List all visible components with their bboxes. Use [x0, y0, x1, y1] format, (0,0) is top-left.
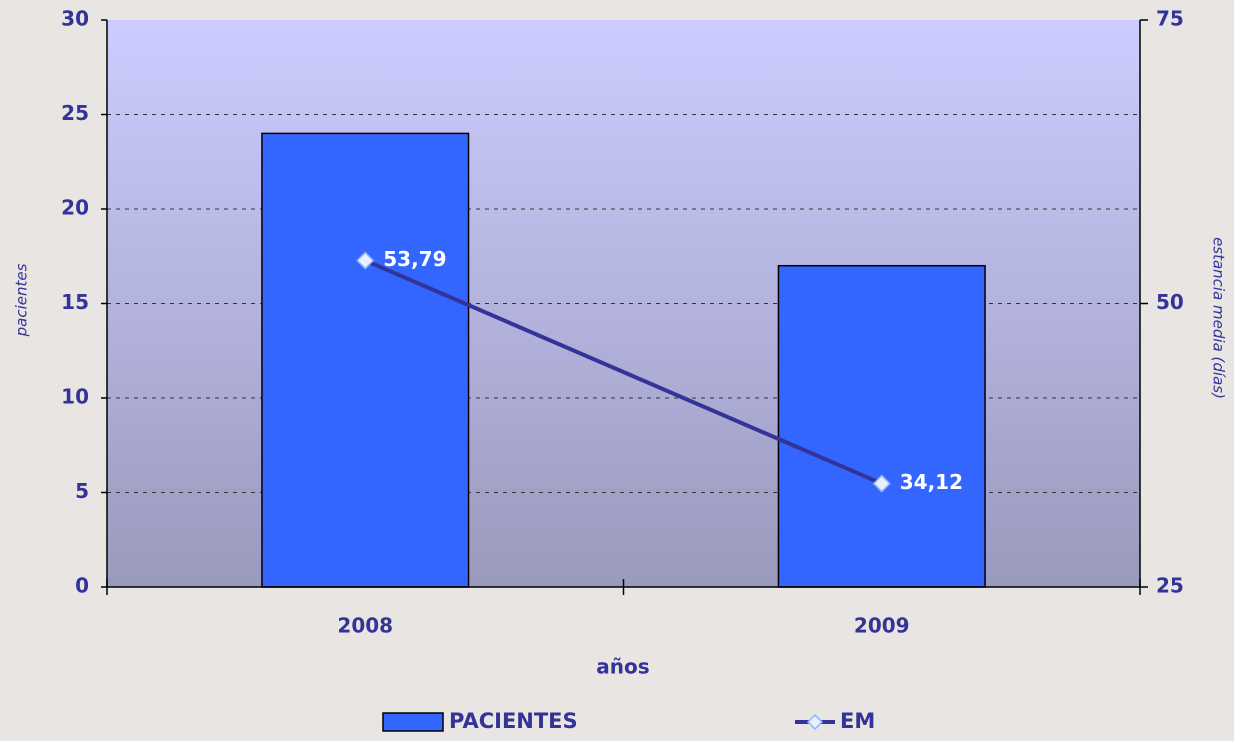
- y-tick-label: 15: [61, 290, 89, 314]
- legend-label: PACIENTES: [449, 709, 578, 733]
- y-tick-label: 0: [75, 574, 89, 598]
- data-label: 34,12: [900, 470, 963, 494]
- bar: [777, 264, 986, 588]
- y2-tick-label: 75: [1156, 7, 1184, 31]
- y-tick-label: 30: [61, 7, 89, 31]
- x-tick-label: 2009: [854, 614, 910, 638]
- bar: [261, 132, 470, 588]
- data-label: 53,79: [383, 247, 446, 271]
- marker: [872, 474, 891, 493]
- y-tick-label: 25: [61, 101, 89, 125]
- y2-axis-title: estancia media (días): [1210, 237, 1228, 399]
- y-tick-label: 20: [61, 196, 89, 220]
- x-tick-label: 2008: [337, 614, 393, 638]
- legend-marker: [806, 713, 824, 731]
- y-tick-label: 5: [75, 479, 89, 503]
- legend-swatch: [382, 712, 444, 732]
- legend-label: EM: [840, 709, 875, 733]
- y2-tick-label: 25: [1156, 574, 1184, 598]
- y-axis-title: pacientes: [13, 263, 31, 337]
- y-tick-label: 10: [61, 385, 89, 409]
- marker: [356, 251, 375, 270]
- x-axis-title: años: [596, 655, 649, 679]
- y2-tick-label: 50: [1156, 290, 1184, 314]
- line: [364, 258, 883, 486]
